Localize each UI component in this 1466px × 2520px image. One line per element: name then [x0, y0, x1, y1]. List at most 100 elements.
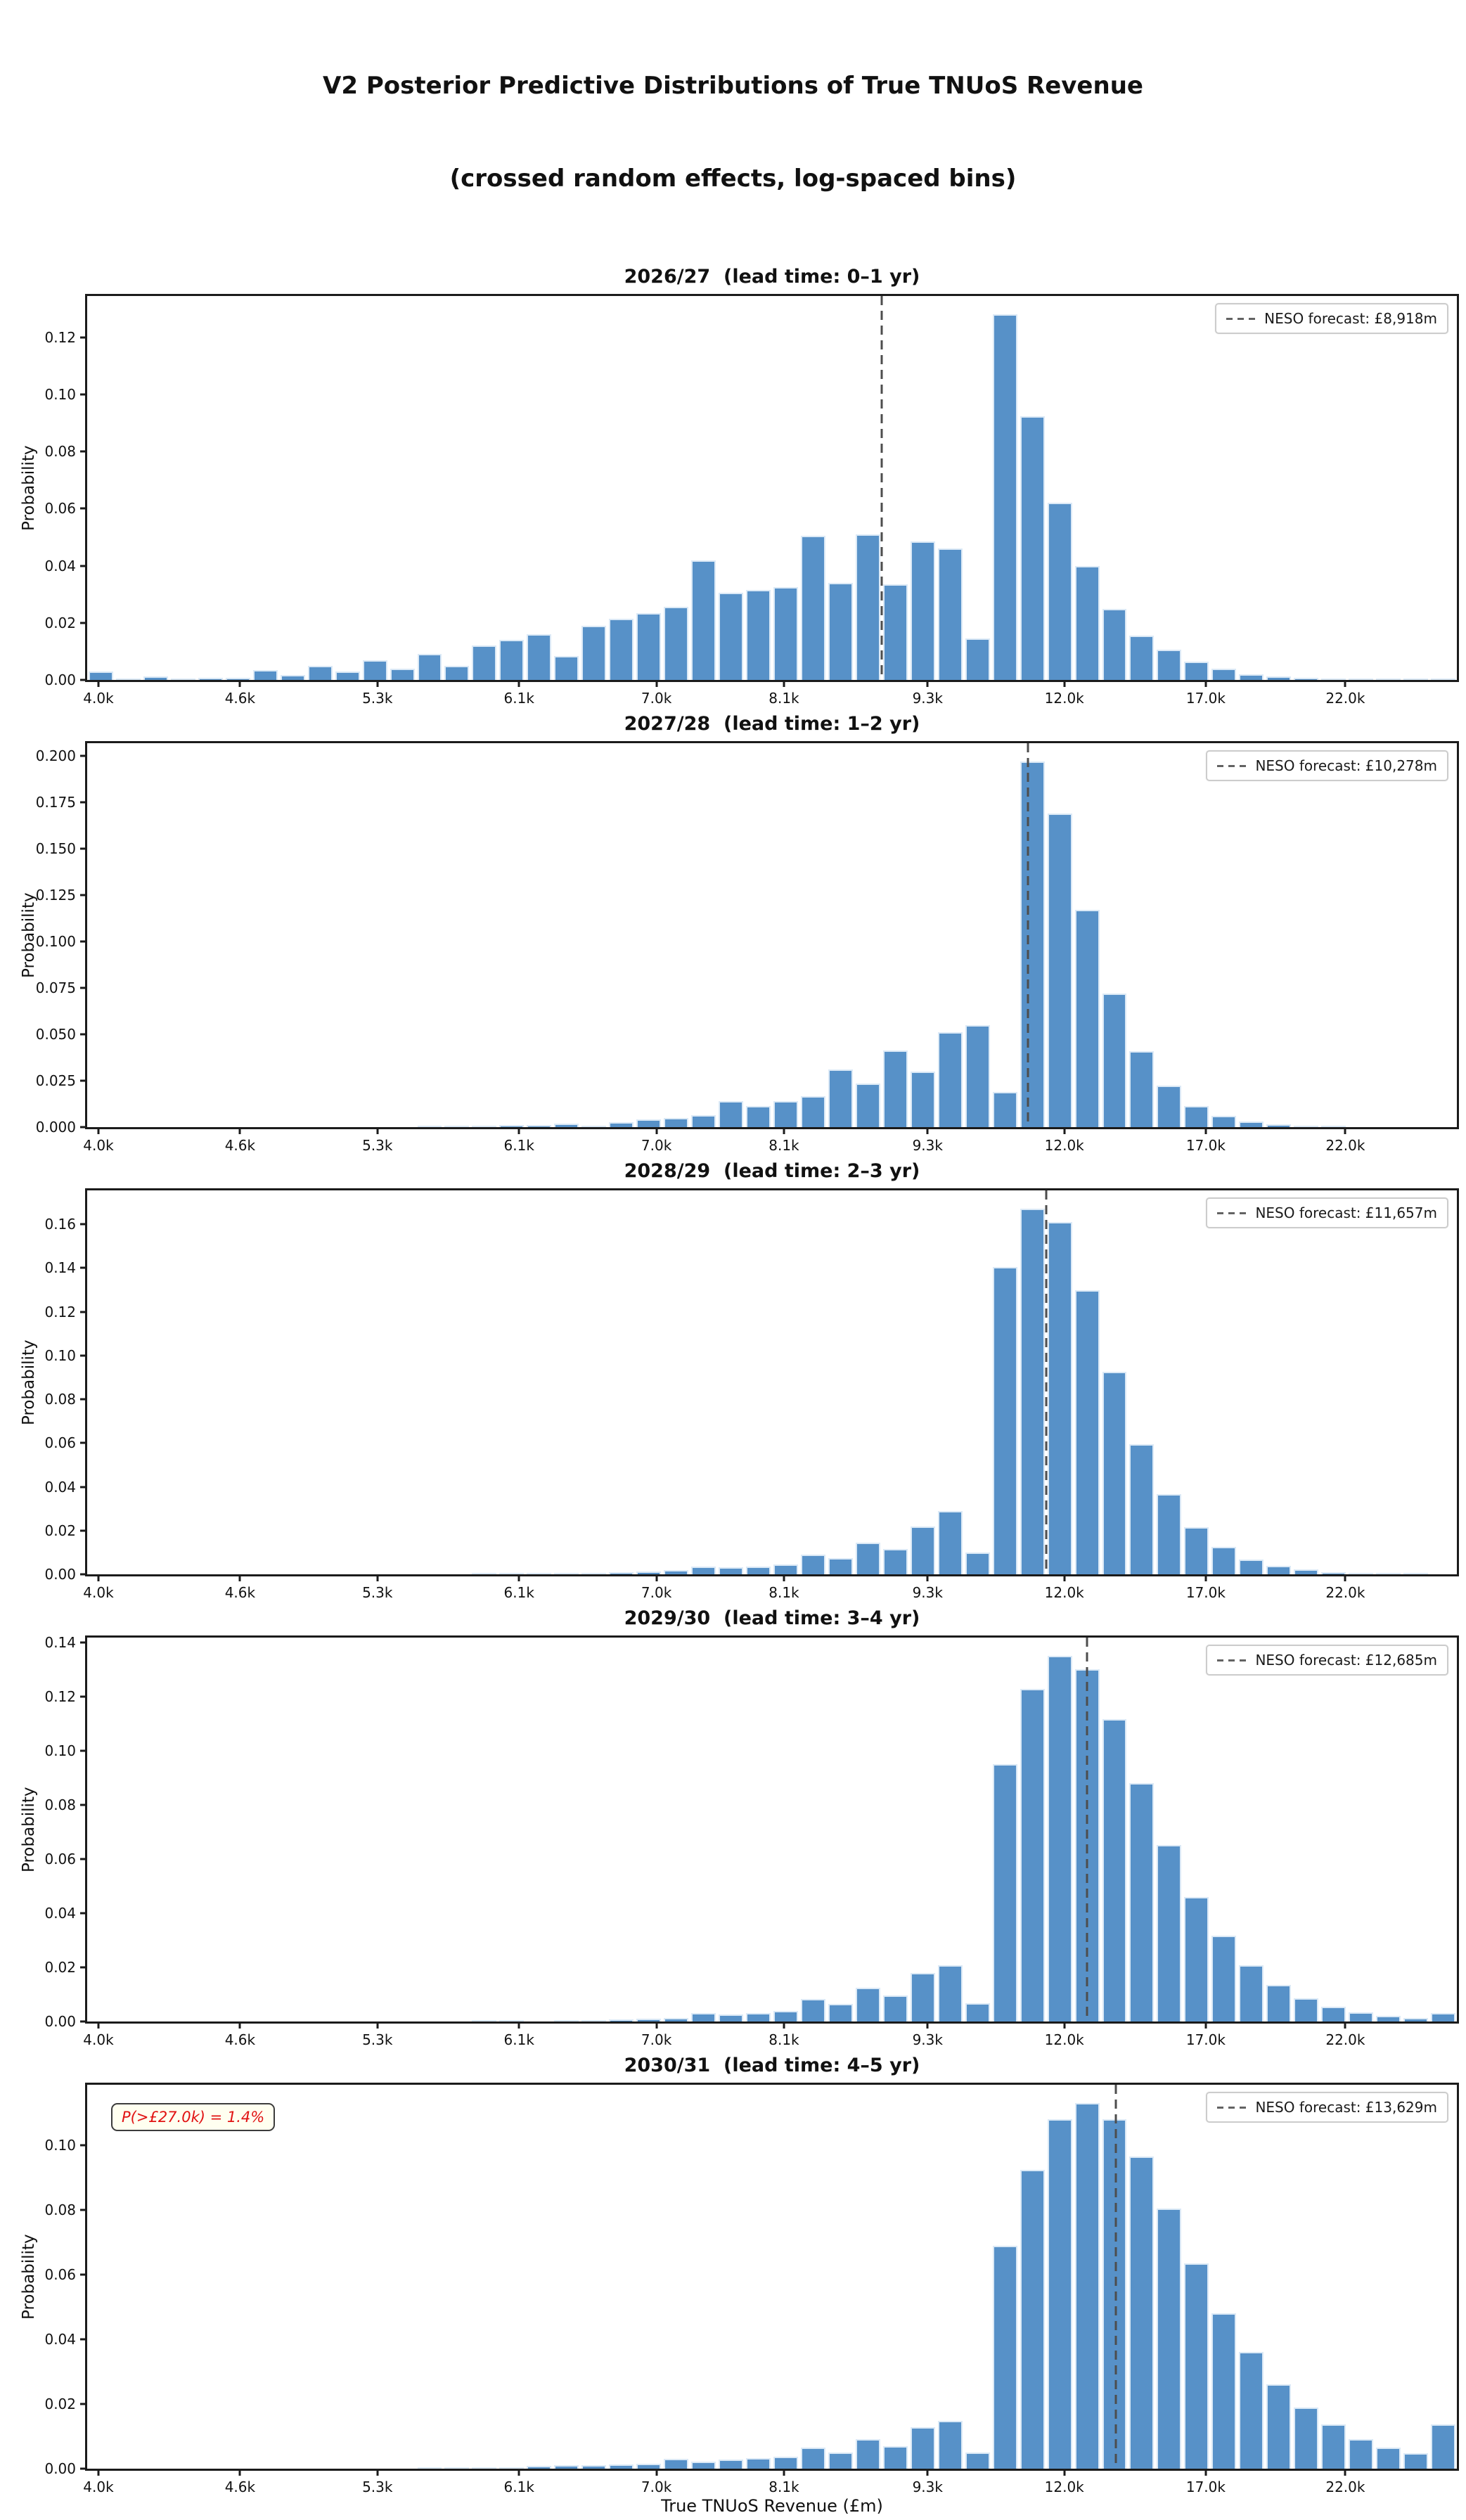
axes: Probability P(>£27.0k) = 1.4% NESO forec… — [20, 2083, 1459, 2495]
y-tick-mark — [80, 336, 87, 339]
y-tick-label: 0.12 — [44, 1688, 76, 1705]
y-tick-label: 0.06 — [44, 500, 76, 518]
y-tick-mark — [80, 1641, 87, 1644]
x-tick-label: 22.0k — [1325, 2479, 1365, 2495]
x-tick-mark — [1344, 680, 1346, 687]
histogram-bar — [581, 625, 607, 680]
histogram-bar — [1211, 2313, 1237, 2469]
x-tick-label: 5.3k — [362, 690, 393, 707]
bars-layer — [87, 1190, 1457, 1574]
histogram-bar — [882, 1995, 908, 2021]
x-tick-mark — [926, 1574, 929, 1581]
y-tick-mark — [80, 1079, 87, 1082]
histogram-bar — [1239, 2352, 1264, 2469]
histogram-bar — [1239, 674, 1264, 680]
histogram-bar — [746, 590, 771, 680]
x-tick-label: 6.1k — [503, 2479, 534, 2495]
y-tick-mark — [80, 1266, 87, 1269]
x-tick-mark — [1344, 2021, 1346, 2029]
legend-label: NESO forecast: £10,278m — [1255, 757, 1437, 774]
y-tick-mark — [80, 1695, 87, 1698]
histogram-bar — [719, 1101, 744, 1127]
x-tick-mark — [1204, 2021, 1207, 2029]
x-tick-mark — [1344, 2469, 1346, 2476]
histogram-bar — [581, 2020, 607, 2021]
x-tick-label: 12.0k — [1044, 2479, 1084, 2495]
histogram-bar — [719, 2460, 744, 2469]
y-tick-label: 0.14 — [44, 1633, 76, 1651]
subplot-title: 2030/31 (lead time: 4–5 yr) — [624, 2055, 920, 2076]
x-tick-label: 8.1k — [769, 2479, 799, 2495]
x-tick-label: 17.0k — [1185, 690, 1226, 707]
legend-label: NESO forecast: £8,918m — [1264, 310, 1437, 327]
axes: Probability NESO forecast: £12,685m 0.00… — [20, 1634, 1459, 2048]
histogram-bar — [1184, 1896, 1209, 2021]
histogram-bar — [1020, 416, 1045, 680]
y-tick-label: 0.050 — [35, 1026, 76, 1043]
histogram-bar — [636, 2019, 662, 2021]
y-tick-mark — [80, 1749, 87, 1752]
x-tick-mark — [376, 680, 379, 687]
histogram-bar — [1239, 1559, 1264, 1574]
y-tick-label: 0.16 — [44, 1216, 76, 1233]
histogram-bar — [937, 1510, 963, 1574]
bars-layer — [87, 743, 1457, 1127]
subplot-title: 2028/29 (lead time: 2–3 yr) — [624, 1160, 920, 1182]
x-tick-mark — [655, 1127, 658, 1134]
subplot-title: 2029/30 (lead time: 3–4 yr) — [624, 1607, 920, 1629]
histogram-bar — [800, 1096, 825, 1127]
x-tick-label: 6.1k — [503, 1584, 534, 1601]
x-tick-mark — [97, 2469, 100, 2476]
x-tick-label: 7.0k — [641, 2479, 672, 2495]
y-tick-mark — [80, 565, 87, 567]
histogram-bar — [1020, 761, 1045, 1127]
histogram-bar — [609, 1571, 634, 1574]
histogram-bar — [910, 1071, 935, 1127]
legend: NESO forecast: £12,685m — [1206, 1645, 1448, 1676]
histogram-bar — [1184, 2263, 1209, 2469]
x-tick-mark — [517, 680, 520, 687]
y-tick-mark — [80, 2144, 87, 2147]
histogram-bar — [1157, 1844, 1182, 2021]
y-axis-label: Probability — [20, 445, 38, 531]
histogram-bar — [1102, 608, 1127, 680]
x-tick-label: 12.0k — [1044, 1584, 1084, 1601]
histogram-bar — [1294, 677, 1319, 680]
x-tick-label: 5.3k — [362, 2031, 393, 2048]
histogram-bar — [1349, 679, 1374, 680]
histogram-bar — [1157, 2208, 1182, 2469]
histogram-bar — [882, 1050, 908, 1127]
histogram-bar — [664, 1117, 689, 1127]
axes: Probability NESO forecast: £10,278m 0.00… — [20, 741, 1459, 1154]
histogram-bar — [664, 2018, 689, 2021]
histogram-bar — [1184, 661, 1209, 680]
histogram-bar — [609, 2464, 634, 2469]
y-tick-mark — [80, 2273, 87, 2276]
x-tick-label: 4.0k — [83, 1137, 114, 1154]
subplot-2029-30: 2029/30 (lead time: 3–4 yr) Probability … — [0, 1606, 1466, 2048]
y-tick-label: 0.02 — [44, 2396, 76, 2413]
histogram-bar — [1020, 2169, 1045, 2469]
histogram-bar — [937, 2420, 963, 2469]
histogram-bar — [581, 2465, 607, 2469]
x-tick-label: 4.0k — [83, 2031, 114, 2048]
x-tick-mark — [376, 1127, 379, 1134]
histogram-bar — [746, 1105, 771, 1127]
histogram-bar — [527, 2466, 552, 2469]
y-tick-mark — [80, 940, 87, 943]
histogram-bar — [691, 560, 716, 680]
x-tick-mark — [1204, 1574, 1207, 1581]
y-tick-mark — [80, 801, 87, 804]
histogram-bar — [746, 2458, 771, 2469]
x-tick-mark — [1344, 1574, 1346, 1581]
histogram-bar — [965, 1552, 990, 1574]
y-tick-label: 0.00 — [44, 2013, 76, 2030]
x-tick-mark — [517, 2469, 520, 2476]
histogram-bar — [773, 587, 798, 680]
neso-forecast-line — [1114, 2085, 1117, 2469]
histogram-bar — [719, 593, 744, 680]
histogram-bar — [1184, 1105, 1209, 1127]
histogram-bar — [527, 1124, 552, 1127]
y-tick-label: 0.200 — [35, 747, 76, 765]
y-tick-mark — [80, 1966, 87, 1969]
